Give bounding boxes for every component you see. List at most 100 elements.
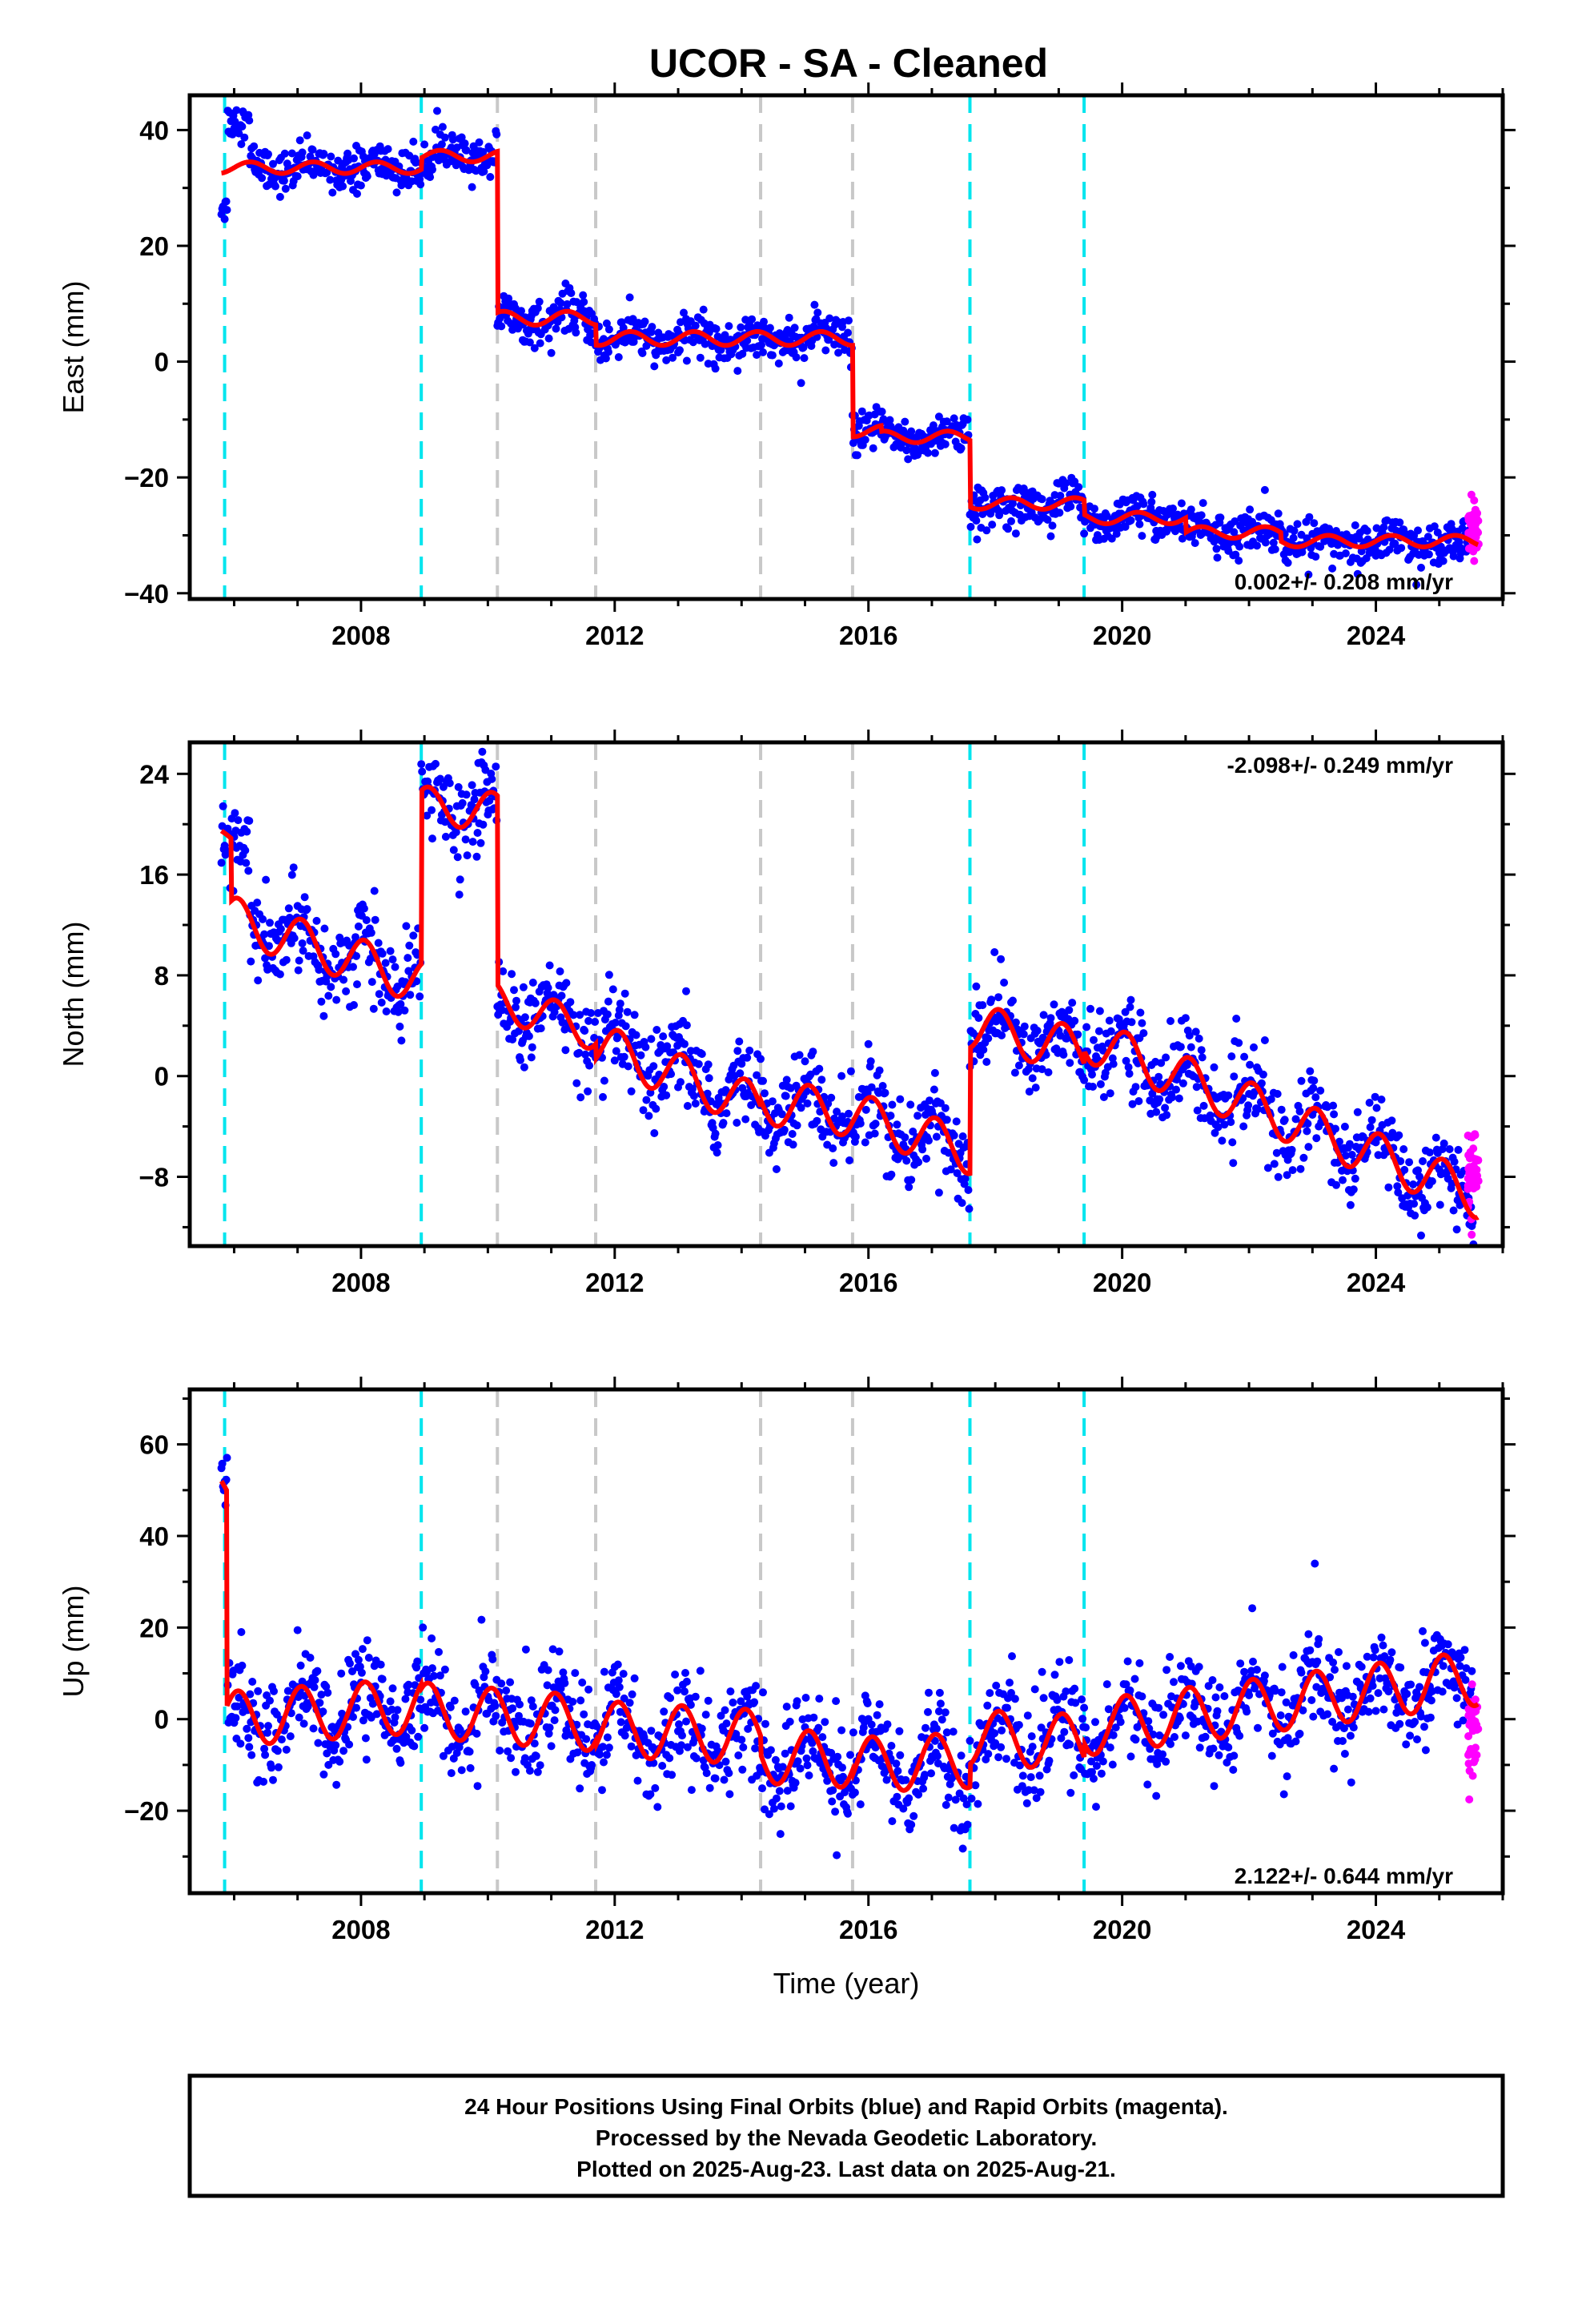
data-point <box>1397 544 1406 553</box>
up-x-axis-label: Time (year) <box>773 1967 920 2000</box>
data-point <box>611 1019 620 1027</box>
data-point <box>1371 1707 1380 1715</box>
data-point <box>314 1739 323 1747</box>
data-point <box>1154 1072 1163 1081</box>
data-point <box>777 1110 786 1119</box>
data-point <box>526 1719 535 1728</box>
x-tick-label: 2020 <box>1093 621 1151 650</box>
data-point <box>998 486 1006 495</box>
data-point <box>470 795 479 804</box>
data-point <box>516 1700 524 1709</box>
data-point <box>1048 521 1057 530</box>
data-point <box>1070 1684 1079 1693</box>
data-point <box>600 1667 608 1676</box>
data-point <box>1450 1157 1459 1166</box>
data-point <box>1195 1034 1203 1043</box>
data-point <box>951 1795 960 1804</box>
data-point <box>471 1680 480 1689</box>
data-point <box>870 1129 879 1138</box>
data-point <box>232 106 241 115</box>
data-point <box>630 1674 639 1683</box>
y-tick-label: 24 <box>139 759 169 789</box>
data-point <box>632 1031 640 1039</box>
data-point <box>485 796 494 805</box>
data-point <box>1267 1751 1276 1760</box>
data-point <box>1439 1139 1448 1148</box>
data-point <box>243 1724 251 1733</box>
data-point <box>950 1131 958 1140</box>
data-point <box>1304 1630 1313 1638</box>
data-point <box>319 1770 328 1779</box>
data-point <box>614 353 623 361</box>
data-point <box>633 1776 642 1785</box>
data-point <box>1368 1682 1377 1691</box>
data-point <box>845 1109 853 1118</box>
data-point <box>1311 1093 1320 1102</box>
data-point <box>1346 1200 1355 1209</box>
data-point <box>691 321 700 330</box>
data-point <box>245 116 254 125</box>
data-point <box>223 206 231 215</box>
data-point <box>544 983 552 992</box>
data-point <box>959 1794 968 1803</box>
data-point <box>1066 1059 1074 1068</box>
data-point <box>1098 1757 1107 1766</box>
data-point <box>1002 1755 1010 1763</box>
data-point <box>922 1154 930 1163</box>
data-point <box>323 1688 332 1697</box>
data-point <box>1130 1675 1139 1683</box>
rapid-point <box>1465 1795 1474 1803</box>
data-point <box>455 891 464 899</box>
data-point <box>1191 1027 1200 1036</box>
data-point <box>1340 1122 1349 1131</box>
rapid-point <box>1467 1712 1476 1721</box>
data-point <box>888 1100 897 1109</box>
data-point <box>254 1687 263 1695</box>
data-point <box>604 997 612 1006</box>
data-point <box>941 440 950 448</box>
data-point <box>1409 1180 1418 1188</box>
data-point <box>238 1661 247 1670</box>
data-point <box>871 1743 880 1752</box>
data-point <box>473 829 482 837</box>
data-point <box>1138 1019 1146 1027</box>
data-point <box>704 1060 713 1069</box>
data-point <box>1065 1656 1074 1664</box>
data-point <box>1379 523 1388 532</box>
data-point <box>1214 1123 1223 1132</box>
data-point <box>1353 1108 1362 1116</box>
data-point <box>1253 541 1261 550</box>
rapid-point <box>1468 1680 1476 1689</box>
data-point <box>1384 1687 1393 1696</box>
data-point <box>1215 1751 1223 1759</box>
data-point <box>362 1755 371 1764</box>
data-point <box>320 924 329 933</box>
data-point <box>1195 1663 1203 1671</box>
data-point <box>504 1747 512 1755</box>
data-point <box>844 328 852 337</box>
data-point <box>545 1723 554 1732</box>
data-point <box>752 1682 761 1691</box>
up-final-points <box>217 1454 1477 1860</box>
data-point <box>901 417 909 426</box>
data-point <box>691 1692 700 1701</box>
x-tick-label: 2020 <box>1093 1268 1151 1297</box>
data-point <box>619 324 628 332</box>
data-point <box>785 313 793 322</box>
data-point <box>1304 1143 1313 1152</box>
data-point <box>705 1074 713 1083</box>
data-point <box>932 1724 941 1733</box>
data-point <box>1025 1088 1034 1096</box>
data-point <box>766 1746 775 1755</box>
data-point <box>782 1703 791 1711</box>
data-point <box>681 1687 689 1696</box>
data-point <box>809 1047 817 1056</box>
data-point <box>759 348 767 356</box>
data-point <box>1331 1124 1339 1133</box>
data-point <box>882 1775 891 1784</box>
data-point <box>921 1723 930 1732</box>
data-point <box>1102 1680 1111 1689</box>
data-point <box>867 1720 876 1729</box>
data-point <box>604 971 613 979</box>
data-point <box>775 1787 784 1795</box>
